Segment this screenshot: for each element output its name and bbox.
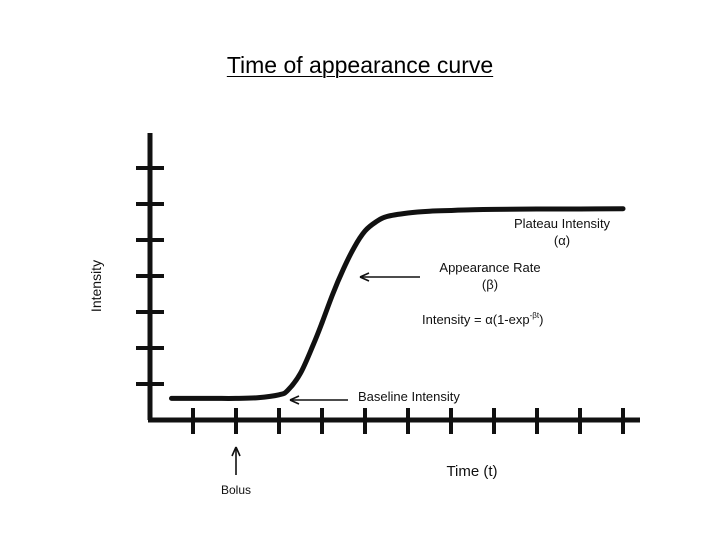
arrowhead-bolus (231, 446, 241, 457)
y-ticks (136, 166, 164, 386)
x-ticks (191, 408, 625, 434)
annotation-bolus: Bolus (221, 446, 251, 497)
annotation-plateau-symbol: (α) (554, 233, 570, 248)
annotation-baseline-label: Baseline Intensity (358, 389, 460, 404)
chart-svg: Intensity Time (t) Plateau Intensity (α)… (88, 133, 640, 497)
annotation-rate-label: Appearance Rate (439, 260, 540, 275)
formula-exponent: -βt (530, 311, 540, 320)
y-axis-label: Intensity (88, 260, 104, 312)
annotation-plateau: Plateau Intensity (α) (514, 216, 611, 248)
annotation-rate-symbol: (β) (482, 277, 498, 292)
x-axis-label: Time (t) (446, 463, 497, 480)
slide-title: Time of appearance curve (226, 52, 494, 78)
formula-close: ) (539, 312, 543, 327)
series-line-intensity-curve (169, 206, 626, 401)
annotation-plateau-label: Plateau Intensity (514, 216, 611, 231)
annotation-baseline: Baseline Intensity (289, 389, 460, 405)
annotation-bolus-label: Bolus (221, 483, 251, 497)
arrowhead-rate (359, 272, 370, 282)
annotation-rate: Appearance Rate (β) (359, 260, 541, 292)
formula-main: Intensity = α(1-exp (422, 312, 530, 327)
chart-figure: Intensity Time (t) Plateau Intensity (α)… (84, 128, 642, 498)
arrowhead-baseline (289, 395, 300, 405)
annotation-formula: Intensity = α(1-exp-βt) (422, 311, 543, 327)
